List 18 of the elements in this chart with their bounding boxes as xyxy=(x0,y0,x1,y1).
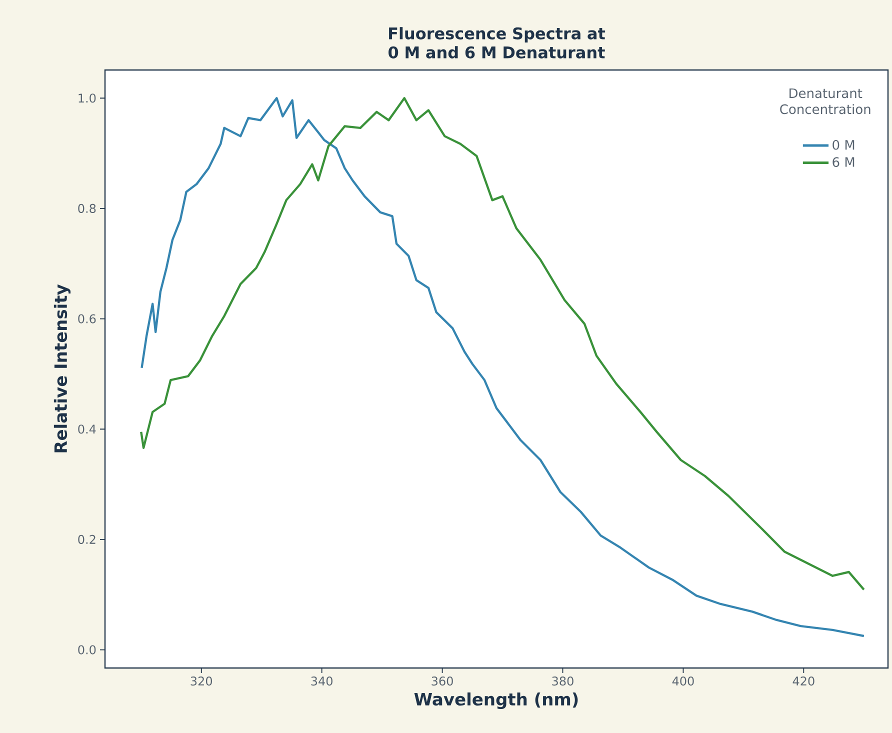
y-tick-label: 0.6 xyxy=(78,314,96,324)
x-axis-title: Wavelength (nm) xyxy=(414,692,578,710)
y-axis-title: Relative Intensity xyxy=(54,284,71,452)
legend-label: 0 M xyxy=(832,140,854,150)
y-tick-label: 0.2 xyxy=(78,534,96,544)
y-tick-label: 1.0 xyxy=(78,94,96,103)
x-tick-label: 380 xyxy=(552,676,574,686)
x-tick-label: 320 xyxy=(190,676,212,686)
x-tick-label: 400 xyxy=(672,676,694,686)
chart-title: Fluorescence Spectra at 0 M and 6 M Denaturant xyxy=(388,27,606,58)
x-tick-label: 340 xyxy=(311,676,332,686)
y-tick-label: 0.4 xyxy=(78,424,96,434)
y-tick-label: 0.0 xyxy=(78,645,96,654)
legend-title: Denaturant Concentration xyxy=(780,88,870,114)
legend-label: 6 M xyxy=(832,157,854,167)
y-tick-label: 0.8 xyxy=(78,204,96,213)
x-tick-label: 420 xyxy=(792,676,814,686)
x-tick-label: 360 xyxy=(432,676,453,686)
